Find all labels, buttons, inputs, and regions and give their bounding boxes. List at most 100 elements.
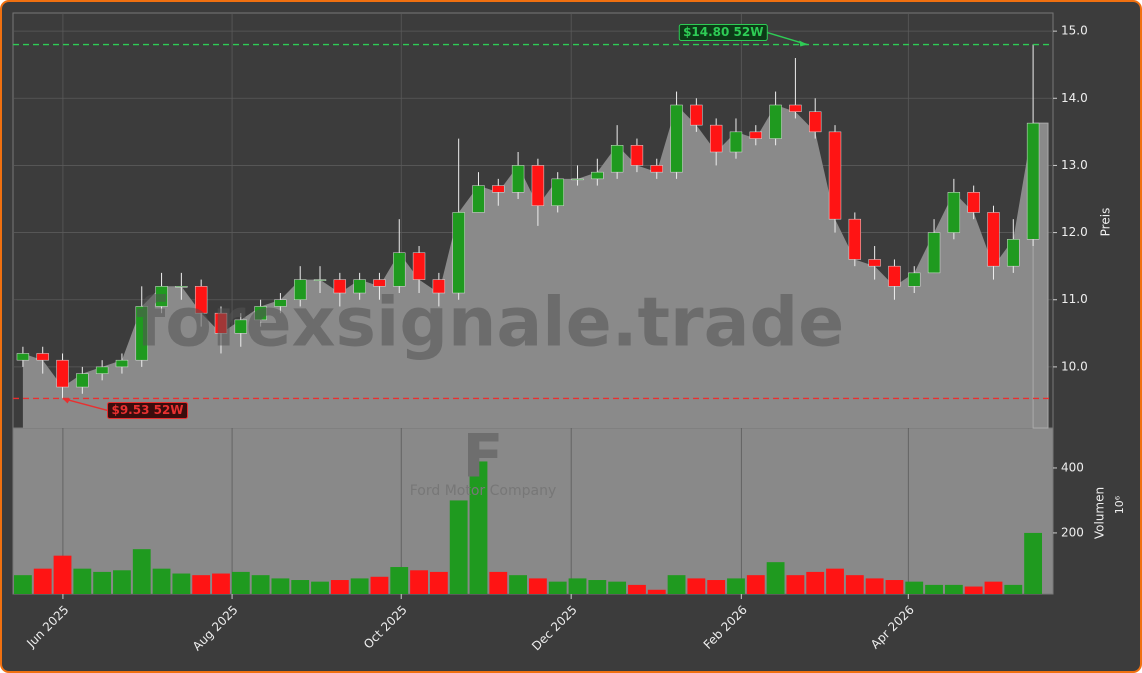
candle-body [1026,122,1040,240]
volume-bar [370,576,389,594]
volume-bar [667,575,686,594]
arrow-head [62,398,71,404]
candle-body [828,131,842,220]
volume-bar [73,568,92,594]
volume-bar [984,581,1003,594]
y-tick-label: 12.0 [1061,225,1088,239]
volume-bar [152,568,171,594]
volume-bar [93,571,112,594]
candle-body [927,232,941,274]
candle-body [709,124,723,153]
y-tick-label: 14.0 [1061,91,1088,105]
candle-body [95,366,109,374]
candle-body [769,104,782,139]
volume-bar [885,580,904,594]
candle-body [551,178,564,206]
volume-bar [390,567,409,594]
candle-body [333,279,347,294]
candle-body [591,171,604,180]
close-area [22,104,1034,428]
y-tick-label: 13.0 [1061,158,1088,172]
candle-body [254,306,267,321]
volume-bar [766,562,785,594]
candle-body [531,165,545,206]
volume-bar [905,581,924,594]
volume-bar [647,589,666,594]
candle-body [234,319,247,334]
annotation-label: $9.53 52W [111,403,183,417]
y-tick-label: 11.0 [1061,292,1088,306]
company-name: Ford Motor Company [410,483,556,499]
candle-body [511,165,525,193]
candle-body [888,265,901,287]
volume-bar [311,581,329,594]
volume-bar [568,578,587,594]
volume-bar [925,584,943,594]
volume-bar [944,584,963,594]
candle-body [987,212,1000,267]
arrow-head [799,40,808,47]
annotation-arrow [62,397,108,412]
candle-body [650,165,663,173]
candle-body [412,252,426,280]
volume-bar [1004,584,1023,594]
candle-body [630,145,644,166]
candle-body [115,359,129,368]
candle-body [432,279,446,294]
volume-bar [746,575,765,594]
logo: F [463,422,504,492]
volume-bar [231,571,250,594]
candle-body [967,192,980,213]
volume-bar [350,578,369,594]
candle-body [56,359,69,388]
volume-bar [608,581,627,594]
candle-body [492,185,505,193]
candle-body [36,353,49,361]
volume-bar [172,573,191,594]
plot-layer [13,13,1053,594]
volume-bar [509,575,528,594]
volume-bar [271,578,290,594]
volume-bar [251,575,270,594]
candle-body [214,312,228,334]
y-axis-label: Preis [1099,208,1113,237]
volume-bar [53,555,72,594]
candle-body [908,272,921,287]
candle-body [789,104,802,112]
volume-bar [291,580,310,594]
y2-axis-unit: 10⁶ [1113,495,1126,514]
candle-body [610,145,624,173]
y-tick-label: 15.0 [1061,24,1088,38]
candle-body [76,373,89,388]
candle-body [452,212,465,294]
volume-bar [628,584,646,594]
candle-body [947,192,961,233]
candle-body [393,252,406,287]
candle-body [1007,239,1020,267]
candle-body [135,306,148,361]
volume-bar [707,580,726,594]
volume-bar [33,568,52,594]
candle-body [690,104,703,126]
volume-bar [727,578,745,594]
candle-body [175,286,188,288]
volume-bar [588,580,607,594]
y2-tick-label: 400 [1061,460,1084,474]
volume-bar [826,568,844,594]
candle-body [373,279,386,287]
watermark: forexsignale.trade [136,284,845,363]
volume-bar [786,575,805,594]
candle-body [848,218,862,260]
annotation-box [678,24,768,42]
candle-body [194,286,208,314]
annotation-label: $14.80 52W [683,25,763,39]
candle-body [729,131,743,153]
candle-body [274,299,287,307]
candle-body [868,259,881,267]
candle-body [670,104,683,173]
volume-bar [330,580,349,594]
volume-bar [192,575,211,594]
